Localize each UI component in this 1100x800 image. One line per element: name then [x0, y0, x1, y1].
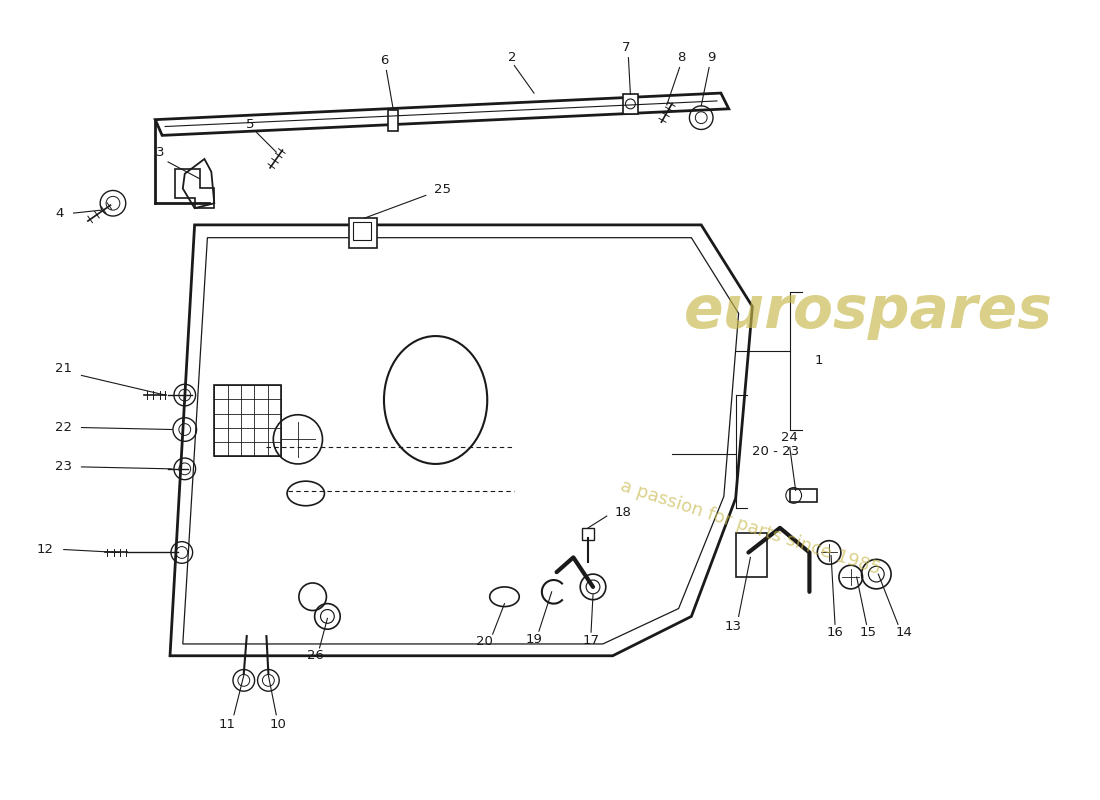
Text: 5: 5 — [246, 118, 255, 131]
Text: 10: 10 — [270, 718, 287, 731]
Text: 9: 9 — [707, 51, 715, 64]
Text: 11: 11 — [219, 718, 235, 731]
Bar — [388, 110, 398, 131]
Text: 13: 13 — [724, 620, 741, 633]
Text: 2: 2 — [508, 51, 517, 64]
Text: 20: 20 — [476, 634, 493, 647]
Text: 14: 14 — [895, 626, 912, 638]
Text: a passion for parts since 1985: a passion for parts since 1985 — [618, 478, 883, 578]
Bar — [353, 222, 371, 240]
Text: 23: 23 — [55, 460, 72, 474]
Text: 18: 18 — [615, 506, 631, 518]
Text: eurospares: eurospares — [684, 283, 1053, 340]
Text: 15: 15 — [860, 626, 877, 638]
Text: 25: 25 — [433, 183, 451, 196]
Bar — [214, 386, 282, 456]
Text: 4: 4 — [55, 206, 64, 219]
Text: 24: 24 — [781, 431, 799, 444]
Text: 6: 6 — [381, 54, 388, 67]
Bar — [790, 489, 817, 502]
Text: 8: 8 — [678, 51, 685, 64]
Text: 22: 22 — [55, 421, 72, 434]
Text: 26: 26 — [307, 650, 324, 662]
Text: 17: 17 — [583, 634, 600, 646]
Text: 19: 19 — [526, 633, 542, 646]
Text: 16: 16 — [826, 626, 844, 638]
Bar — [623, 94, 638, 114]
Text: 7: 7 — [623, 42, 630, 54]
Bar — [582, 528, 594, 540]
Text: 3: 3 — [156, 146, 164, 158]
Bar — [349, 218, 376, 247]
Text: 21: 21 — [55, 362, 72, 375]
Bar — [736, 533, 767, 577]
Text: 12: 12 — [37, 543, 54, 556]
Text: 20 - 23: 20 - 23 — [752, 445, 800, 458]
Text: 1: 1 — [814, 354, 823, 367]
